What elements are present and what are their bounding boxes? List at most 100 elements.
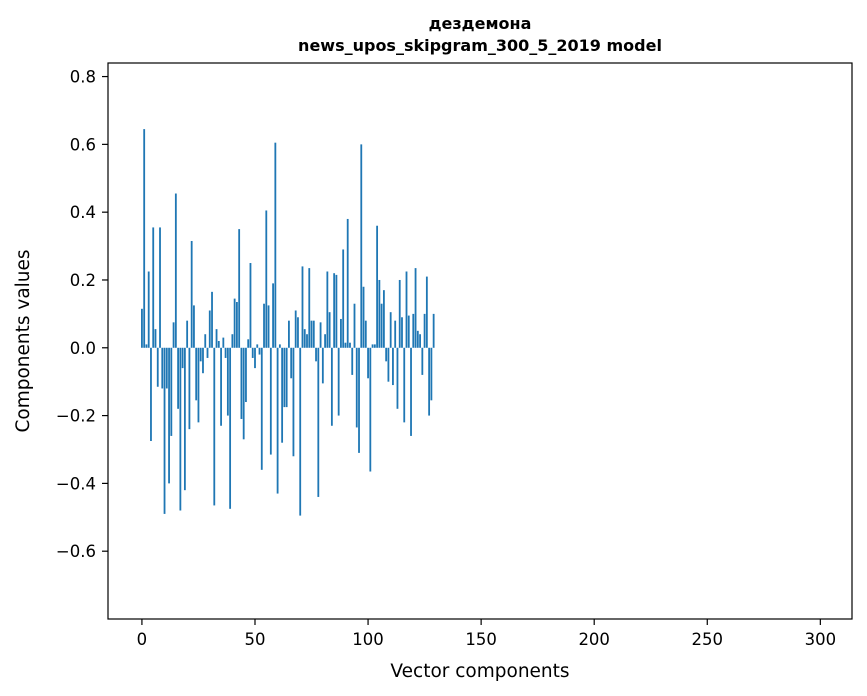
bar [186, 320, 189, 348]
y-tick-label: 0.6 [70, 135, 96, 154]
bar [274, 142, 277, 348]
bar [342, 249, 345, 348]
y-tick-label: −0.4 [56, 474, 96, 493]
bar [396, 347, 399, 409]
bar [247, 339, 250, 348]
bar [376, 225, 379, 348]
bar [143, 129, 146, 348]
bar [190, 240, 193, 348]
bar [238, 229, 241, 348]
bar [380, 303, 383, 348]
x-axis-label: Vector components [390, 661, 569, 682]
bar [159, 227, 161, 348]
bar [360, 144, 363, 348]
y-axis-ticks: −0.6 −0.4 −0.2 0.0 0.2 0.4 0.6 0.8 [56, 68, 108, 561]
bar [202, 347, 204, 374]
bar [333, 273, 336, 348]
bar [256, 344, 259, 348]
bar [349, 342, 351, 348]
y-tick-label: −0.2 [56, 407, 96, 426]
bar [430, 347, 433, 401]
bar [258, 347, 261, 355]
bar [156, 347, 159, 387]
bar [206, 347, 209, 358]
bar [425, 276, 428, 348]
bar [272, 283, 274, 348]
bar [179, 347, 182, 511]
bar [328, 312, 331, 348]
bar [340, 318, 342, 348]
bar [428, 347, 431, 416]
bar [321, 347, 324, 384]
bar [267, 305, 270, 348]
bar [299, 347, 302, 516]
bar [401, 317, 403, 348]
bar [226, 347, 229, 416]
bar [290, 347, 293, 379]
bar [310, 320, 313, 348]
bar [403, 347, 406, 423]
chart-title-line-1: дездемона [429, 14, 532, 33]
bar [412, 313, 415, 348]
bar [294, 310, 297, 348]
bar [215, 329, 218, 348]
bar [269, 347, 272, 455]
bar [170, 347, 173, 436]
bar [330, 347, 333, 426]
bar [163, 347, 166, 514]
bar [432, 313, 435, 348]
bar [242, 347, 245, 440]
bar [222, 337, 225, 348]
bar [407, 315, 410, 348]
bar [308, 268, 311, 348]
bar [183, 347, 186, 491]
bar [211, 291, 213, 348]
bar [394, 320, 397, 348]
bar [174, 193, 177, 348]
bar [398, 279, 401, 348]
y-tick-label: 0.2 [70, 271, 96, 290]
bar [197, 347, 200, 423]
bar [410, 347, 412, 436]
x-tick-label: 100 [352, 630, 384, 649]
bar [283, 347, 286, 408]
bar-series [141, 129, 435, 516]
bar [240, 347, 243, 419]
bar [154, 329, 157, 348]
bar [285, 347, 288, 408]
bar [358, 347, 360, 453]
bar [199, 347, 202, 362]
bar [152, 227, 155, 348]
bar [188, 347, 191, 430]
bar [378, 279, 381, 348]
bar [369, 347, 372, 472]
bar [364, 320, 367, 348]
bar [276, 347, 279, 494]
bar [278, 344, 281, 348]
y-tick-label: 0.4 [70, 203, 96, 222]
bar [315, 347, 317, 362]
bar [229, 347, 232, 509]
bar [317, 347, 320, 497]
y-tick-label: 0.0 [70, 339, 96, 358]
bar [387, 347, 390, 382]
bar [371, 344, 374, 348]
bar [324, 334, 326, 348]
x-tick-label: 150 [465, 630, 497, 649]
bar [353, 303, 356, 348]
bar [346, 218, 349, 348]
bar [141, 308, 143, 348]
bar [224, 347, 227, 358]
bar [161, 347, 164, 389]
bar [254, 347, 256, 369]
bar [385, 347, 388, 362]
bar [335, 274, 338, 348]
bar [249, 263, 252, 348]
bar [303, 329, 306, 348]
bar [281, 347, 284, 443]
bar [367, 347, 369, 379]
bar [337, 347, 340, 416]
bar [423, 313, 426, 348]
bar [297, 317, 299, 348]
